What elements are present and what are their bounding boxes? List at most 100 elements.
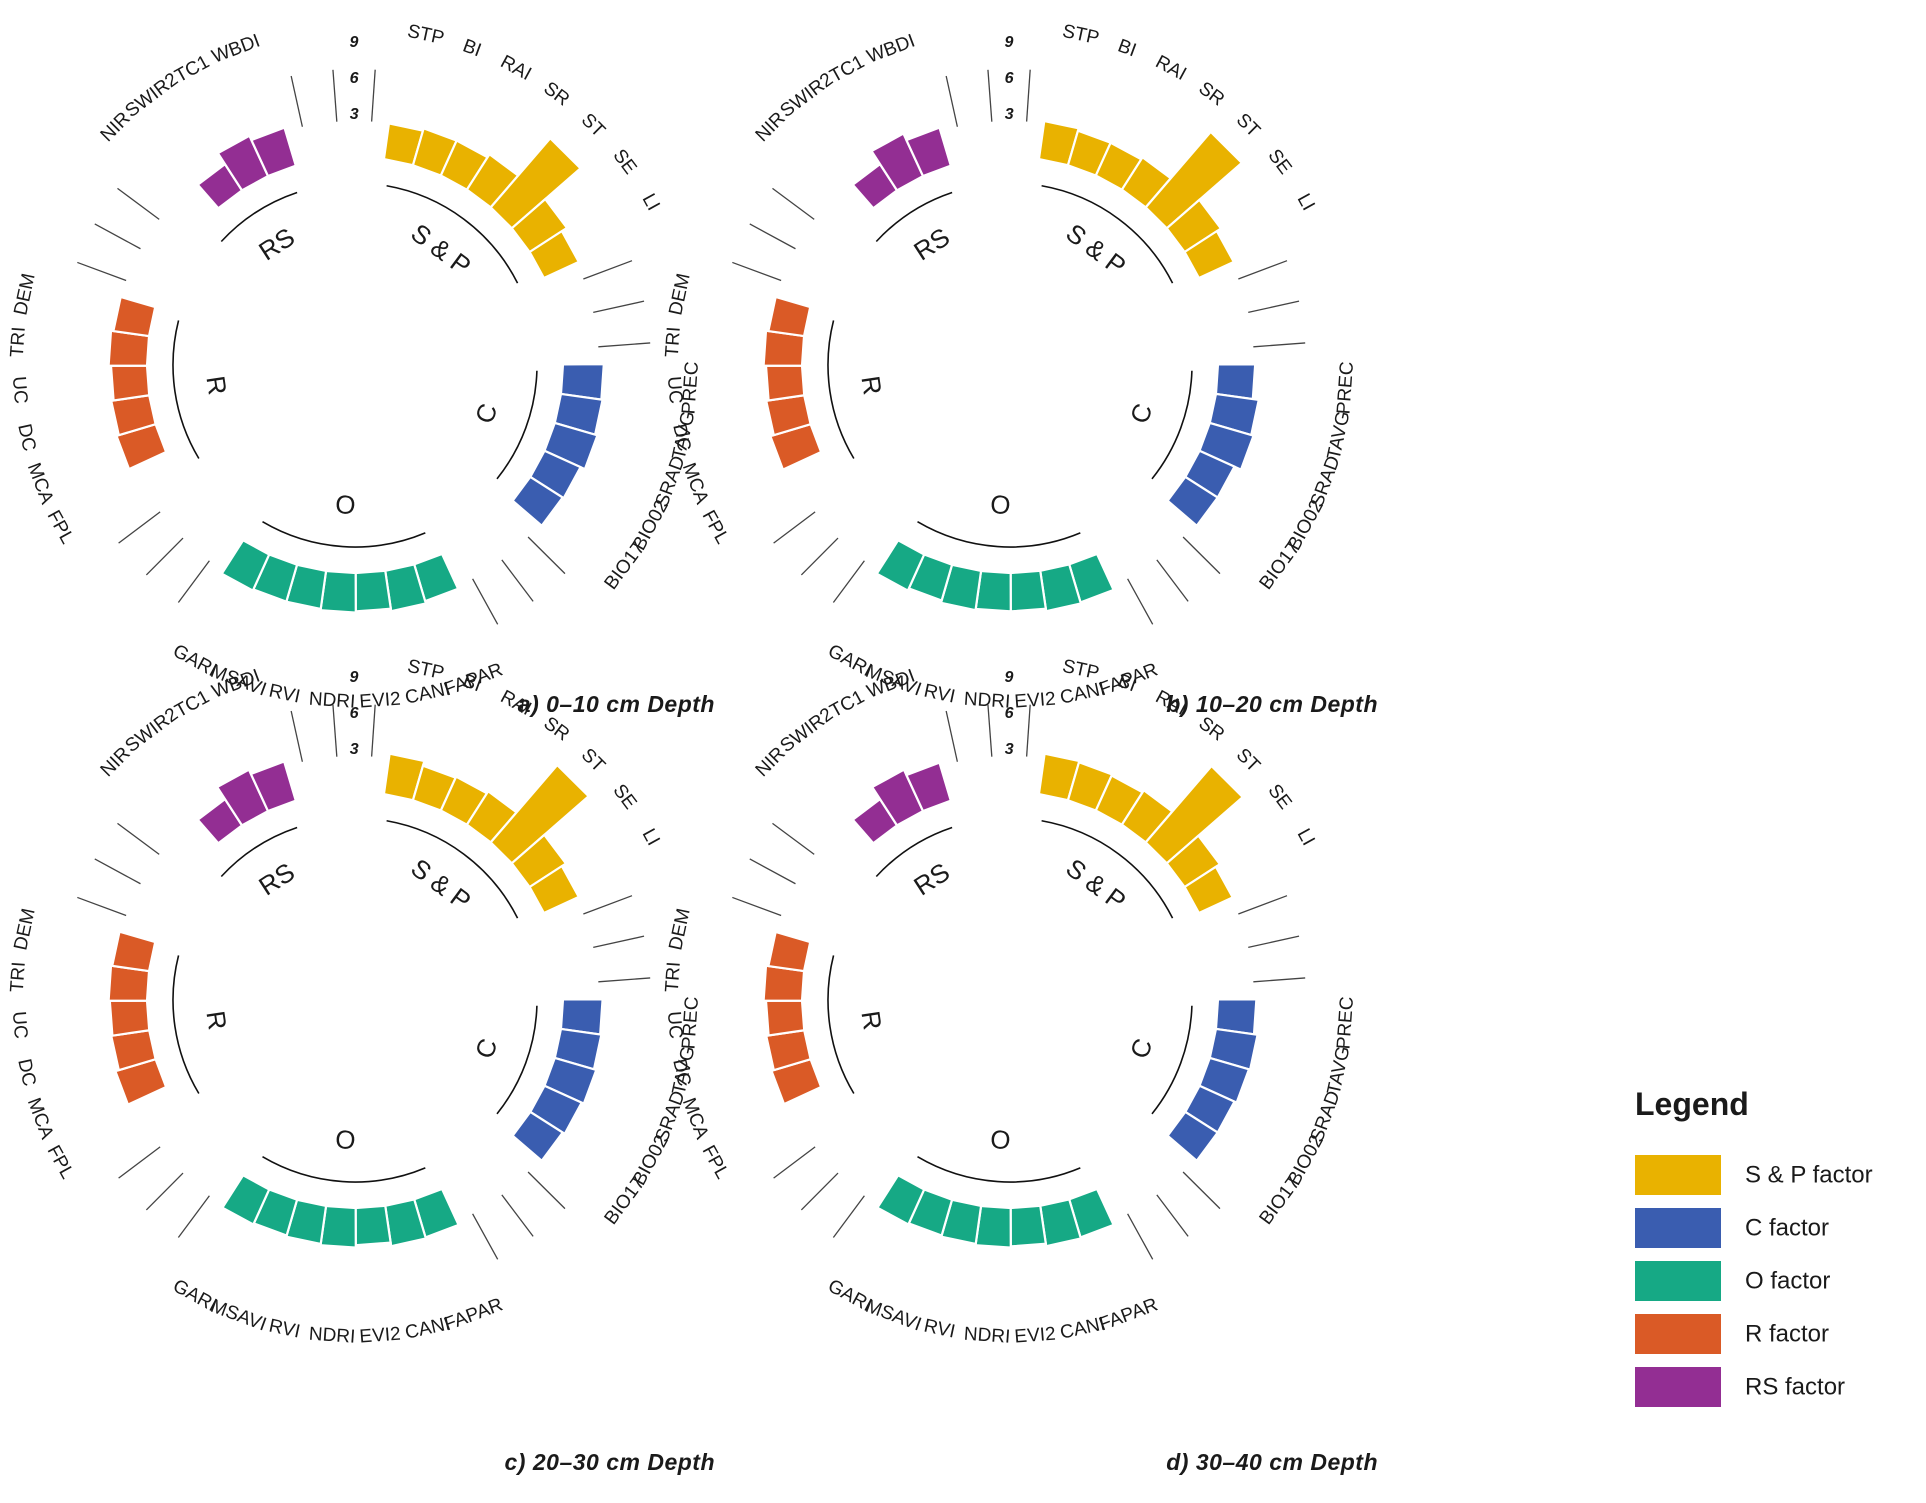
- bar-bio17: [511, 1110, 565, 1163]
- variable-label-cani: CANI: [403, 678, 452, 708]
- group-arc-c: [1151, 370, 1193, 480]
- variable-label-stp: STP: [1060, 21, 1101, 49]
- legend-label-c: C factor: [1745, 1214, 1829, 1241]
- variable-label-uc: UC: [8, 376, 31, 405]
- gap-reference-line: [177, 1195, 210, 1238]
- variable-label-swir2: SWIR2: [777, 704, 838, 757]
- gap-reference-line: [77, 896, 127, 917]
- bar-tavg: [1208, 1027, 1259, 1072]
- legend-swatch-r: [1635, 1314, 1721, 1354]
- radial-tick-label: 3: [1005, 741, 1014, 758]
- gap-reference-line: [370, 704, 376, 757]
- gap-reference-line: [177, 560, 210, 603]
- group-arc-r: [827, 320, 855, 459]
- gap-reference-line: [832, 560, 865, 603]
- variable-label-st: ST: [577, 745, 609, 777]
- gap-reference-line: [1182, 536, 1221, 575]
- variable-label-li: LI: [1293, 825, 1319, 849]
- variable-label-wbdi: WBDI: [209, 31, 263, 68]
- bar-ndri: [319, 569, 357, 614]
- group-arc-s-p: [1041, 184, 1174, 284]
- gap-reference-line: [1238, 895, 1288, 915]
- legend-swatch-o: [1635, 1261, 1721, 1301]
- group-arc-s-p: [1041, 819, 1174, 919]
- variable-label-se: SE: [1264, 145, 1296, 178]
- variable-label-dem: DEM: [665, 271, 694, 317]
- bar-rvi: [284, 1198, 328, 1246]
- variable-label-li: LI: [638, 190, 664, 214]
- variable-label-cani: CANI: [403, 1313, 452, 1343]
- variable-label-stp: STP: [405, 656, 446, 684]
- group-arc-s-p: [386, 819, 519, 919]
- variable-label-st: ST: [577, 110, 609, 142]
- bar-gari: [220, 538, 271, 593]
- variable-label-fpl: FPL: [698, 1142, 733, 1183]
- bar-gari: [875, 538, 926, 593]
- variable-label-mca: MCA: [678, 1095, 713, 1142]
- gap-reference-line: [1025, 704, 1031, 757]
- gap-reference-line: [987, 69, 993, 122]
- variable-label-prec: PREC: [1333, 996, 1358, 1050]
- gap-reference-line: [1182, 1171, 1221, 1210]
- gap-reference-line: [118, 511, 161, 544]
- variable-label-tc1: TC1: [827, 51, 869, 87]
- variable-label-uc: UC: [8, 1011, 31, 1040]
- variable-label-se: SE: [609, 145, 641, 178]
- bar-bio02: [528, 449, 583, 500]
- group-arc-c: [496, 1005, 538, 1115]
- legend-label-rs: RS factor: [1745, 1373, 1845, 1400]
- variable-label-rai: RAI: [497, 52, 535, 86]
- bar-tri: [762, 964, 806, 1002]
- variable-label-prec: PREC: [1333, 361, 1358, 415]
- bar-mca: [768, 422, 823, 472]
- bar-cani: [1039, 1198, 1083, 1248]
- gap-reference-line: [1156, 1194, 1189, 1237]
- gap-reference-line: [987, 704, 993, 757]
- bar-rvi: [939, 1198, 983, 1246]
- bar-dc: [764, 1029, 812, 1072]
- variable-label-dem: DEM: [10, 271, 39, 317]
- radial-tick-label: 6: [350, 70, 359, 87]
- variable-label-ndri: NDRI: [308, 689, 356, 713]
- gap-reference-line: [77, 261, 127, 282]
- bar-st: [489, 763, 591, 865]
- gap-reference-line: [583, 260, 633, 280]
- variable-label-stp: STP: [405, 21, 446, 49]
- variable-label-fapar: FAPAR: [1096, 1294, 1160, 1335]
- gap-reference-line: [290, 75, 304, 127]
- variable-label-st: ST: [1232, 110, 1264, 142]
- bar-srad: [1198, 421, 1255, 472]
- bar-srad: [543, 421, 599, 471]
- variable-label-ndri: NDRI: [308, 1324, 356, 1348]
- gap-reference-line: [117, 822, 160, 855]
- variable-label-tavg: TAVG: [1324, 409, 1355, 461]
- group-arc-r: [827, 955, 855, 1094]
- bar-tri: [762, 329, 806, 367]
- bar-cani: [1039, 563, 1083, 613]
- group-label-s-p: S & P: [1060, 217, 1131, 281]
- group-label-o: O: [989, 1124, 1011, 1155]
- bar-uc: [764, 364, 806, 402]
- panel-title: d) 30–40 cm Depth: [1166, 1449, 1378, 1475]
- variable-label-tri: TRI: [662, 326, 685, 358]
- gap-reference-line: [527, 536, 566, 575]
- panel-title: b) 10–20 cm Depth: [1166, 691, 1378, 717]
- bar-bio02: [528, 1084, 584, 1136]
- group-arc-rs: [875, 191, 953, 243]
- group-label-r: R: [200, 374, 232, 397]
- variable-label-evi2: EVI2: [1014, 1324, 1057, 1348]
- bar-se: [1165, 198, 1223, 254]
- group-label-c: C: [469, 1034, 504, 1062]
- bar-dc: [764, 394, 812, 437]
- variable-label-bi: BI: [1115, 35, 1139, 61]
- variable-label-bio17: BIO17: [601, 1173, 650, 1229]
- variable-label-rai: RAI: [1152, 52, 1190, 86]
- group-arc-rs: [220, 826, 298, 878]
- variable-label-rvi: RVI: [267, 681, 302, 708]
- bar-se: [1165, 834, 1222, 889]
- gap-reference-line: [598, 977, 651, 983]
- gap-reference-line: [749, 223, 796, 250]
- variable-label-tc1: TC1: [172, 51, 214, 87]
